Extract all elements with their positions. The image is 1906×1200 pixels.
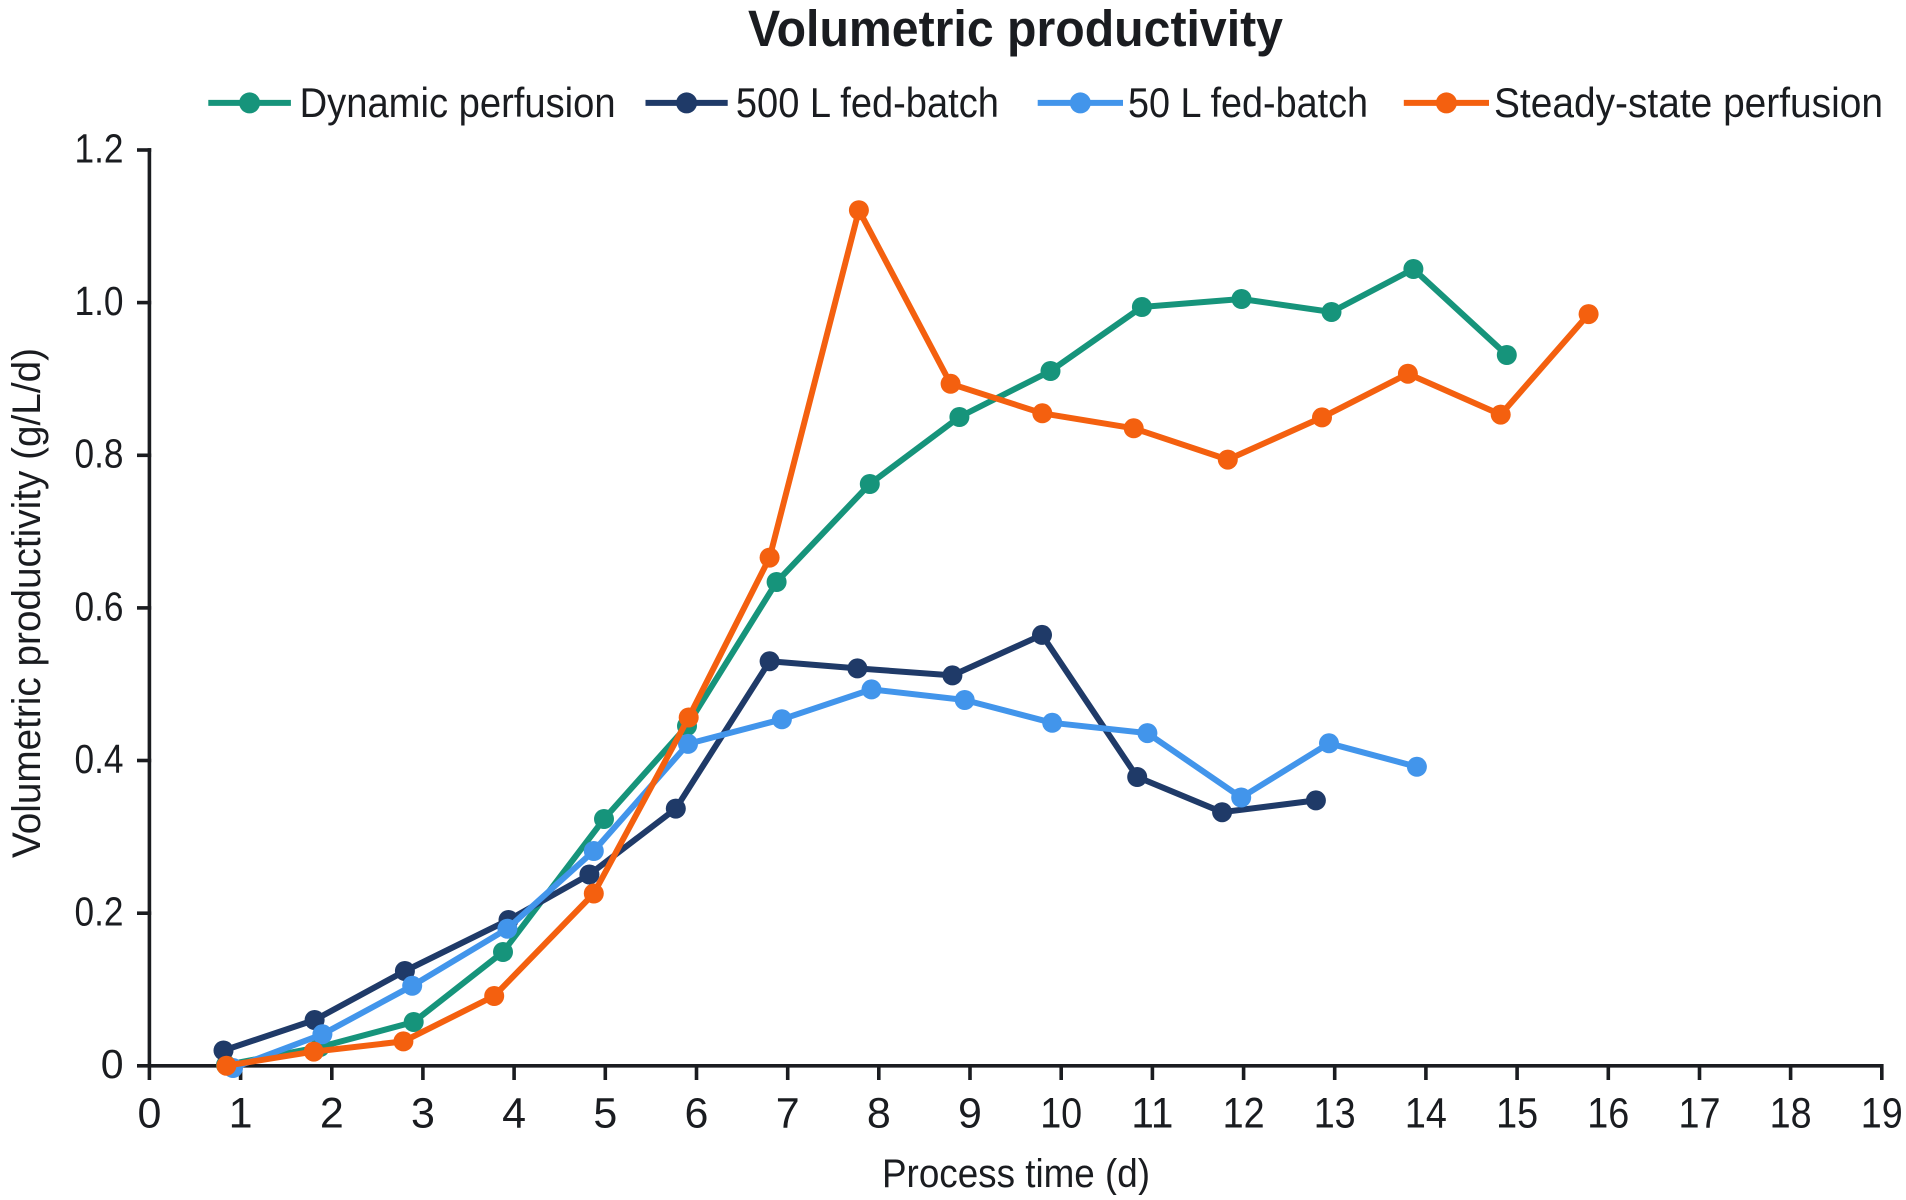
svg-text:7: 7: [776, 1090, 800, 1138]
svg-text:1.0: 1.0: [75, 278, 124, 324]
svg-text:Steady-state perfusion: Steady-state perfusion: [1494, 79, 1883, 126]
svg-text:17: 17: [1679, 1090, 1721, 1138]
svg-text:50 L fed-batch: 50 L fed-batch: [1128, 79, 1368, 126]
svg-text:12: 12: [1223, 1090, 1265, 1138]
svg-text:0: 0: [137, 1090, 161, 1138]
svg-text:13: 13: [1314, 1090, 1356, 1138]
svg-text:19: 19: [1861, 1090, 1903, 1138]
svg-text:0.8: 0.8: [75, 431, 124, 477]
svg-text:Volumetric productivity: Volumetric productivity: [748, 0, 1284, 57]
svg-text:0.2: 0.2: [75, 889, 124, 935]
svg-text:Dynamic perfusion: Dynamic perfusion: [300, 79, 616, 126]
svg-text:16: 16: [1587, 1090, 1629, 1138]
svg-text:0.4: 0.4: [75, 736, 124, 782]
svg-text:0: 0: [101, 1041, 124, 1087]
svg-text:8: 8: [867, 1090, 891, 1138]
svg-text:4: 4: [502, 1090, 526, 1138]
svg-text:10: 10: [1040, 1090, 1082, 1138]
svg-text:1: 1: [229, 1090, 253, 1138]
svg-text:15: 15: [1496, 1090, 1538, 1138]
svg-text:14: 14: [1405, 1090, 1447, 1138]
svg-text:6: 6: [685, 1090, 709, 1138]
svg-text:9: 9: [958, 1090, 982, 1138]
svg-text:Volumetric productivity (g/L/d: Volumetric productivity (g/L/d): [5, 348, 49, 858]
svg-text:500 L fed-batch: 500 L fed-batch: [736, 79, 999, 126]
svg-text:2: 2: [320, 1090, 344, 1138]
svg-text:11: 11: [1131, 1090, 1173, 1138]
svg-text:3: 3: [411, 1090, 435, 1138]
svg-text:0.6: 0.6: [75, 583, 124, 629]
svg-text:18: 18: [1770, 1090, 1812, 1138]
svg-text:1.2: 1.2: [75, 125, 124, 171]
svg-text:Process time (d): Process time (d): [882, 1152, 1150, 1195]
svg-text:5: 5: [593, 1090, 617, 1138]
